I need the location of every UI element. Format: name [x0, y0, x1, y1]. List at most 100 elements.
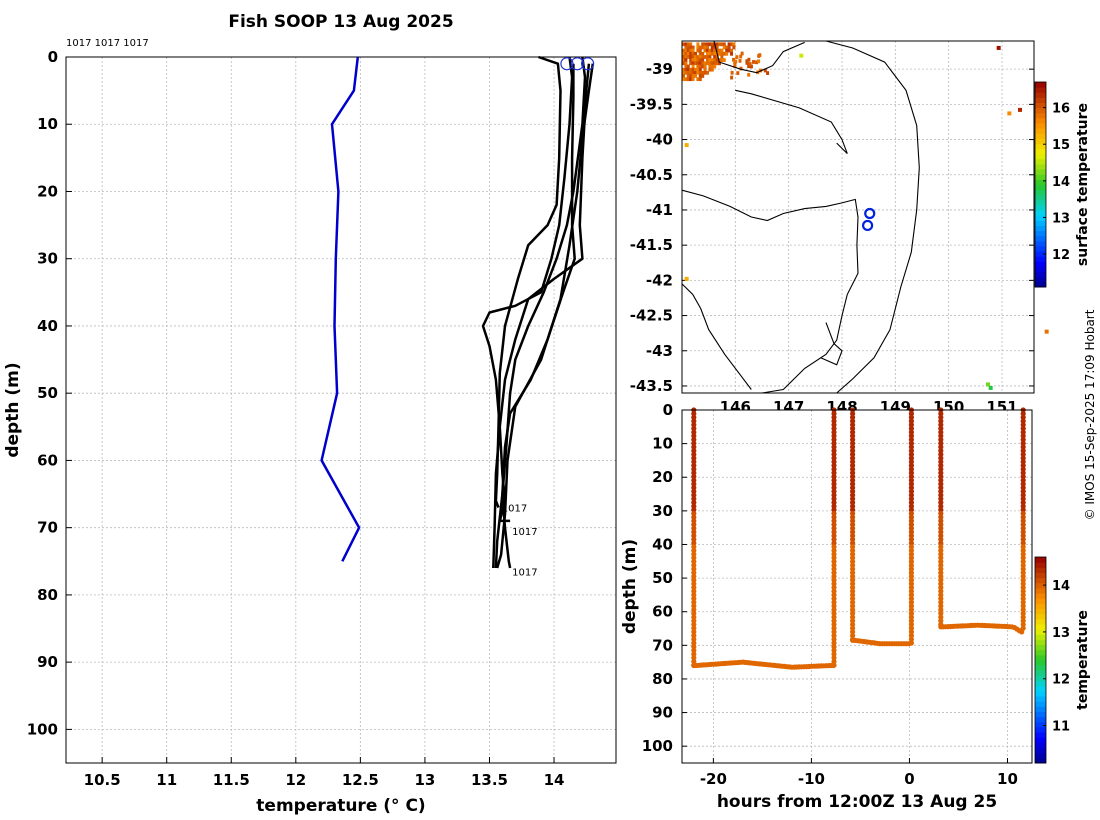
ts-point	[691, 629, 697, 635]
ts-point	[850, 414, 856, 420]
sst-cell	[725, 48, 729, 53]
ts-point	[908, 522, 915, 528]
ts-point	[831, 573, 837, 580]
ts-point	[831, 444, 837, 450]
ts-point	[908, 596, 915, 602]
ts-tick-label-y: 40	[652, 535, 673, 553]
sst-cell	[701, 61, 705, 66]
ts-point	[1020, 444, 1026, 450]
ts-colorbar-segment	[1035, 742, 1046, 749]
ts-point	[691, 411, 697, 417]
ts-point	[831, 510, 837, 517]
profile-tick-label-y: 70	[37, 519, 58, 537]
sst-cell	[752, 60, 755, 64]
map-colorbar-segment	[1035, 169, 1046, 175]
ts-point	[831, 503, 837, 509]
ts-point	[1020, 411, 1026, 417]
ts-point	[831, 455, 837, 461]
ts-point	[831, 466, 837, 472]
ts-point	[850, 444, 856, 450]
ts-point	[1020, 507, 1026, 513]
sst-cell	[686, 45, 690, 50]
sst-cell	[691, 55, 695, 59]
ts-point	[908, 429, 915, 435]
sst-cell	[725, 51, 729, 56]
ts-point	[908, 414, 915, 420]
ts-point	[691, 644, 697, 650]
sst-cell	[682, 67, 685, 72]
sst-cell	[701, 45, 705, 50]
profile-tick-label-y: 50	[37, 384, 58, 402]
ts-point	[938, 570, 944, 576]
ts-tick-label-x: 0	[904, 770, 914, 788]
ts-colorbar-segment	[1035, 577, 1046, 584]
map-tick-label-y: -40.5	[630, 166, 673, 184]
ts-point	[850, 625, 856, 631]
ts-point	[938, 425, 944, 432]
map-tick-label-y: -43	[646, 342, 673, 360]
ts-point	[691, 459, 697, 465]
ts-point	[938, 492, 944, 498]
ts-point	[850, 592, 856, 598]
ts-point	[850, 573, 856, 580]
ts-tick-label-y: 50	[652, 569, 673, 587]
sst-cell	[689, 74, 693, 78]
reference-profile-line	[320, 56, 361, 562]
ts-point	[908, 588, 915, 594]
sst-cell	[689, 42, 693, 47]
ts-point	[850, 477, 856, 483]
sst-cell	[720, 48, 724, 53]
map-colorbar-segment	[1035, 179, 1046, 185]
ts-point	[938, 525, 944, 531]
ts-point	[1020, 599, 1026, 605]
ts-point	[850, 555, 856, 561]
sst-cell	[718, 61, 721, 66]
ts-colorbar-segment	[1035, 567, 1046, 573]
sst-cell	[703, 64, 707, 69]
sst-cell	[696, 42, 700, 47]
ts-point	[691, 440, 697, 446]
ts-colorbar-segment	[1035, 675, 1046, 682]
ts-point	[938, 418, 944, 424]
sst-cell	[682, 70, 685, 75]
ts-point	[850, 422, 856, 428]
sst-cell	[713, 45, 717, 50]
ts-point	[938, 544, 944, 550]
ts-colorbar-segment	[1035, 690, 1046, 697]
ts-point	[691, 533, 697, 539]
ts-point	[1020, 429, 1026, 435]
ts-point	[691, 621, 697, 628]
ts-point	[1020, 570, 1026, 576]
ts-point	[831, 540, 837, 546]
ts-point	[908, 566, 915, 572]
sst-cell	[715, 48, 719, 53]
ts-point	[1020, 562, 1026, 568]
ts-point	[850, 629, 856, 635]
ts-point	[691, 474, 697, 480]
ts-point	[1020, 607, 1026, 613]
ts-point	[938, 584, 944, 591]
ts-point	[1020, 603, 1026, 609]
ts-colorbar-segment	[1035, 737, 1046, 743]
ts-point	[850, 433, 856, 439]
profile-tick-label-y: 0	[48, 48, 58, 66]
ts-point	[1020, 514, 1026, 520]
ts-point	[850, 474, 856, 480]
sst-cell	[710, 51, 714, 56]
ts-point	[691, 577, 697, 583]
profile-end-label: 1017	[512, 567, 537, 578]
ts-point	[1020, 485, 1026, 491]
ts-point	[831, 440, 837, 446]
ts-point	[831, 448, 837, 454]
sst-cell	[696, 58, 700, 62]
ts-point	[908, 496, 915, 502]
sst-cell	[715, 58, 719, 62]
ts-point	[850, 599, 856, 605]
ts-point	[1020, 503, 1026, 509]
ts-point	[831, 592, 837, 598]
ts-colorbar-segment	[1035, 593, 1046, 599]
sst-cell	[703, 61, 707, 66]
ts-point	[850, 551, 856, 557]
ts-point	[691, 462, 697, 469]
